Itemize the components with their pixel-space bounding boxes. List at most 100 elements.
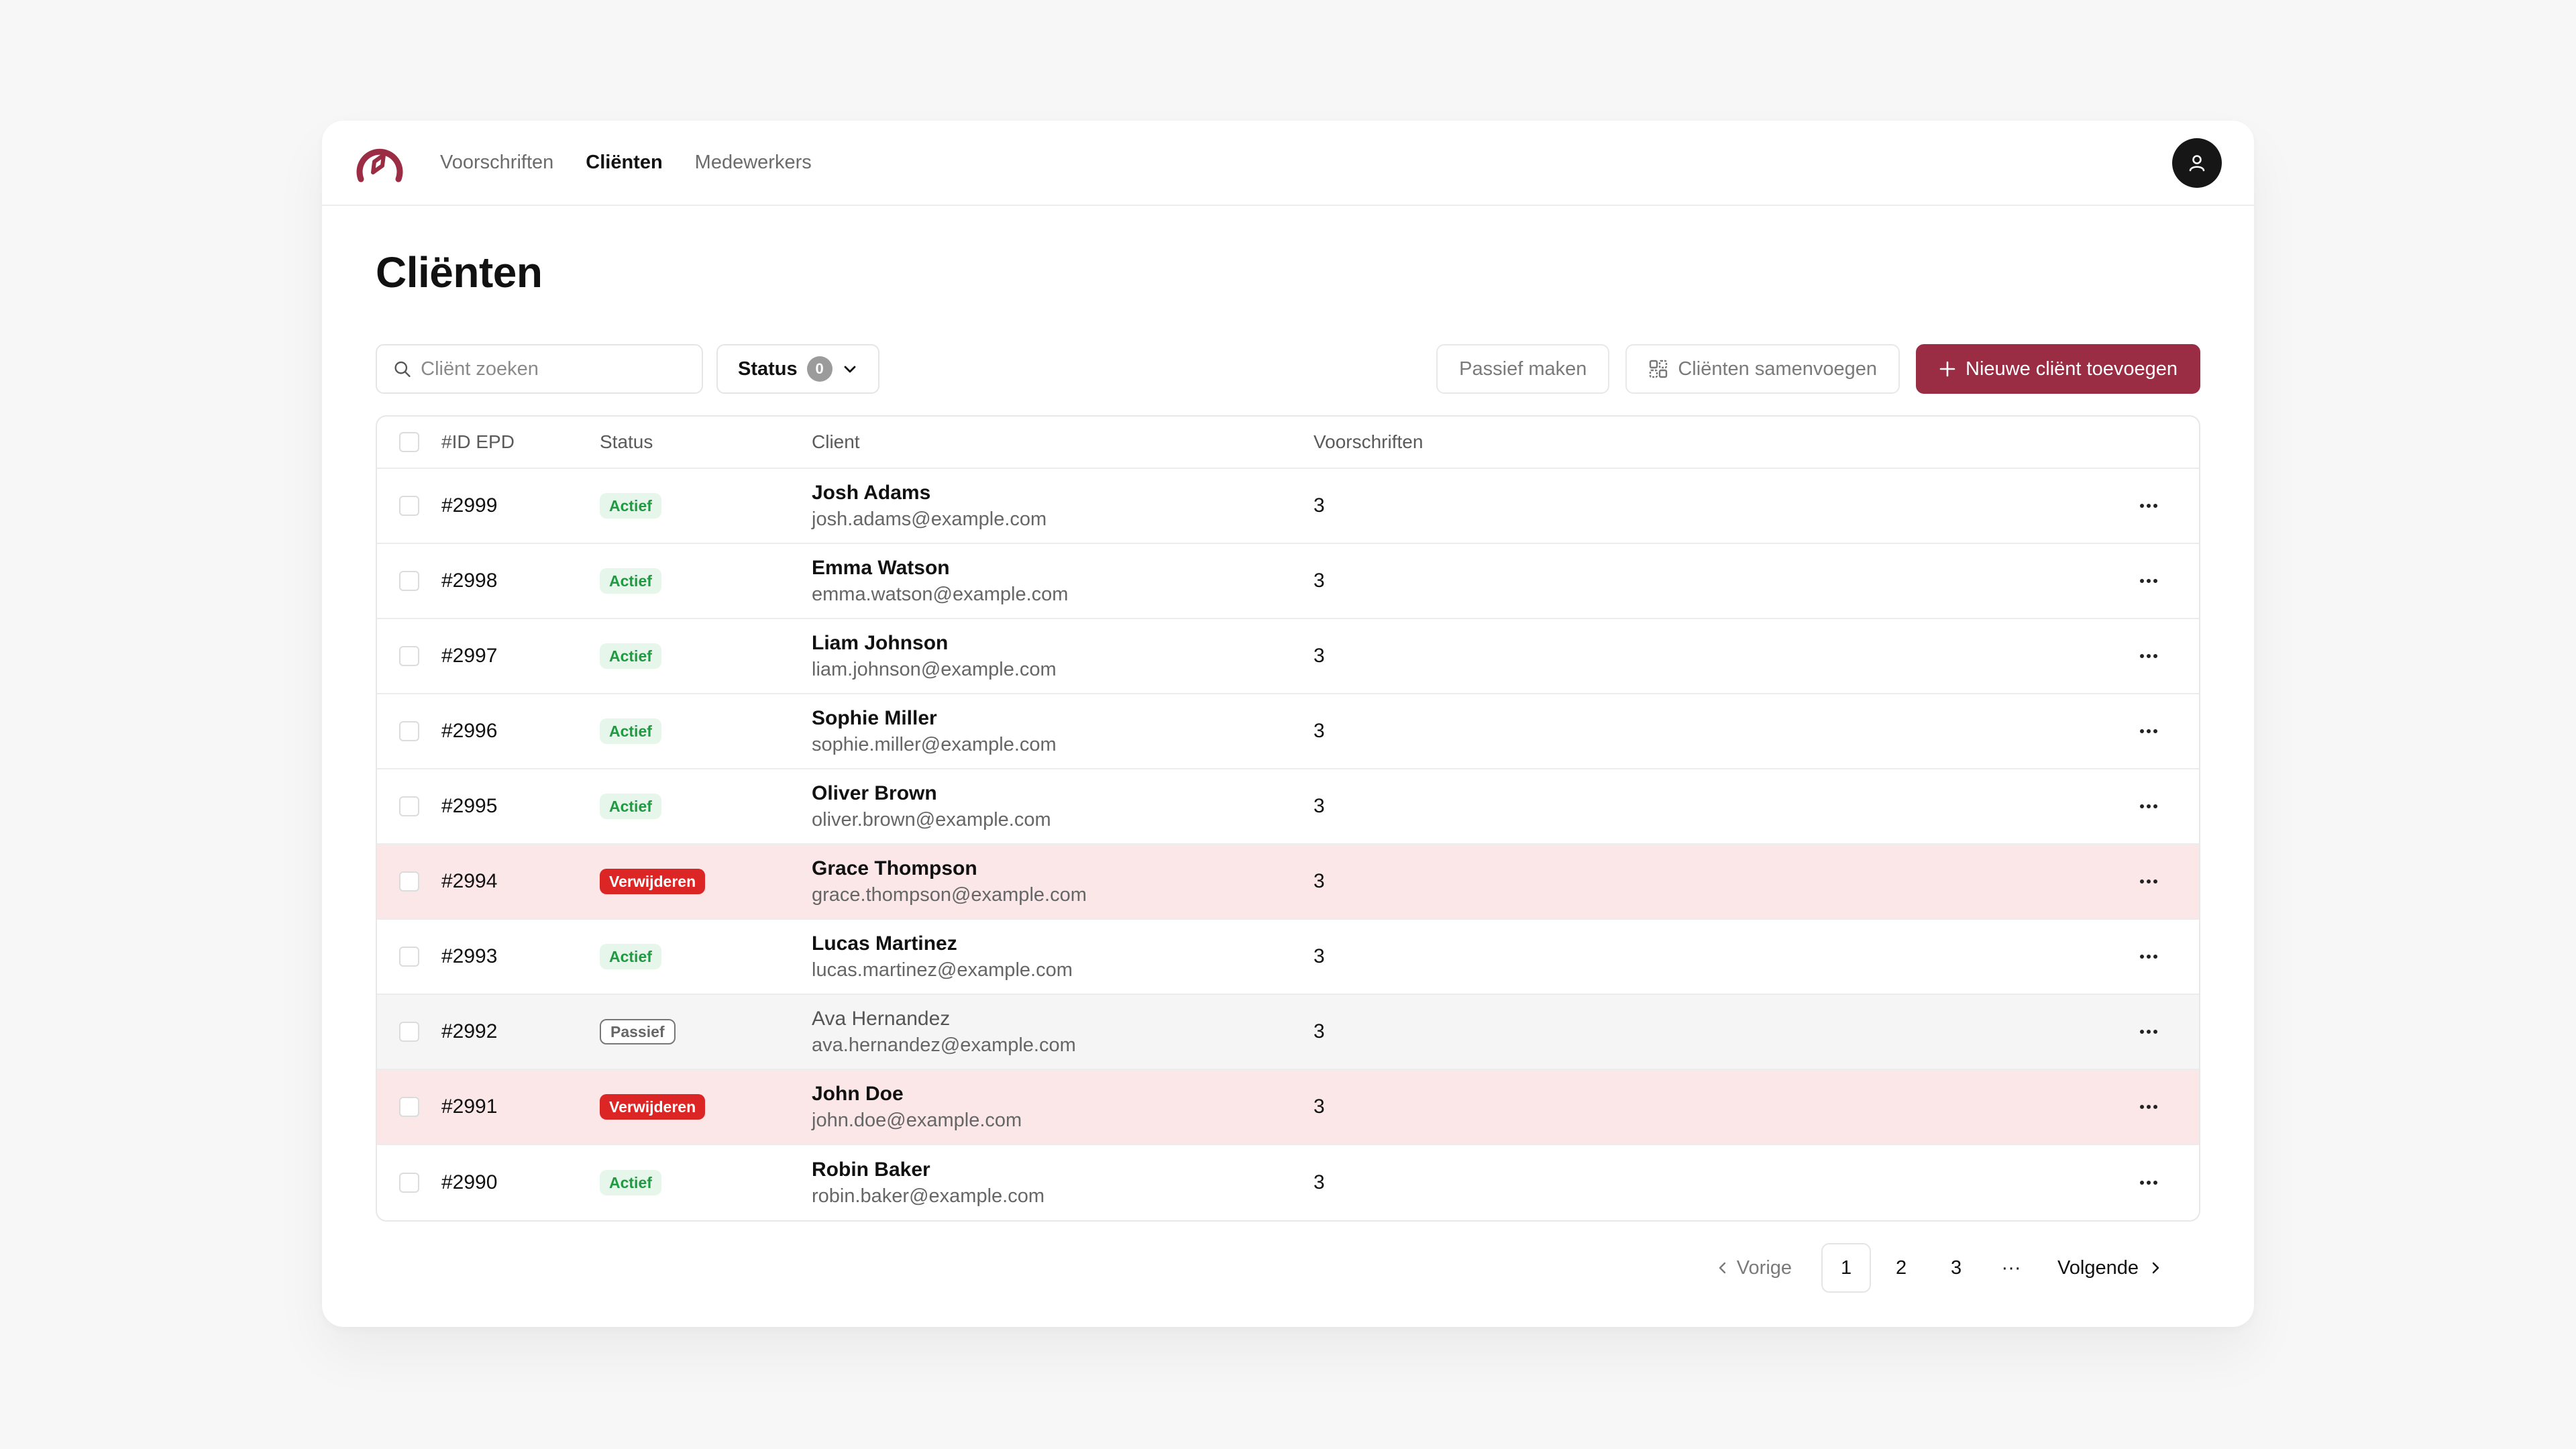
merge-clients-label: Cliënten samenvoegen <box>1678 358 1878 380</box>
client-name: Robin Baker <box>812 1158 930 1181</box>
row-actions-button[interactable] <box>2098 954 2199 959</box>
client-name: Liam Johnson <box>812 631 949 654</box>
row-checkbox[interactable] <box>399 871 419 892</box>
client-id: #2998 <box>441 570 498 592</box>
client-email: robin.baker@example.com <box>812 1185 1044 1207</box>
status-badge: Actief <box>600 643 661 669</box>
page-3-button[interactable]: 3 <box>1950 1256 1962 1279</box>
status-filter-button[interactable]: Status 0 <box>716 344 879 394</box>
row-checkbox[interactable] <box>399 796 419 816</box>
row-checkbox[interactable] <box>399 947 419 967</box>
table-row[interactable]: #2990 Actief Robin Baker robin.baker@exampl… <box>377 1145 2199 1220</box>
row-actions-button[interactable] <box>2098 1029 2199 1034</box>
row-actions-button[interactable] <box>2098 503 2199 508</box>
row-actions-button[interactable] <box>2098 1180 2199 1185</box>
table-row[interactable]: #2992 Passief Ava Hernandez ava.hernandez@e… <box>377 995 2199 1070</box>
plus-icon <box>1939 361 1955 377</box>
previous-page-label: Vorige <box>1736 1256 1792 1279</box>
more-pages-button[interactable]: ··· <box>2001 1256 2021 1279</box>
row-actions-button[interactable] <box>2098 879 2199 884</box>
merge-clients-button[interactable]: Cliënten samenvoegen <box>1625 344 1900 394</box>
more-horizontal-icon <box>2140 579 2157 583</box>
row-checkbox[interactable] <box>399 496 419 516</box>
status-badge: Verwijderen <box>600 1094 706 1120</box>
status-badge: Actief <box>600 493 661 519</box>
client-cell: Emma Watson emma.watson@example.com <box>812 557 1313 606</box>
more-horizontal-icon <box>2140 504 2157 508</box>
more-horizontal-icon <box>2140 729 2157 733</box>
client-email: john.doe@example.com <box>812 1109 1022 1131</box>
row-checkbox[interactable] <box>399 1022 419 1042</box>
make-passive-button[interactable]: Passief maken <box>1436 344 1610 394</box>
table-row[interactable]: #2993 Actief Lucas Martinez lucas.martinez@… <box>377 920 2199 995</box>
table-row[interactable]: #2996 Actief Sophie Miller sophie.miller@ex… <box>377 694 2199 769</box>
header-status[interactable]: Status <box>600 431 653 452</box>
row-actions-button[interactable] <box>2098 1104 2199 1110</box>
voorschriften-count: 3 <box>1313 570 1325 592</box>
next-page-button[interactable]: Volgende <box>2057 1257 2163 1279</box>
row-actions-button[interactable] <box>2098 653 2199 659</box>
page-1-button[interactable]: 1 <box>1821 1243 1872 1293</box>
status-badge: Actief <box>600 718 661 744</box>
add-client-label: Nieuwe cliënt toevoegen <box>1966 358 2178 380</box>
header-client[interactable]: Client <box>812 431 860 452</box>
table-row[interactable]: #2991 Verwijderen John Doe john.doe@example… <box>377 1070 2199 1145</box>
nav-voorschriften[interactable]: Voorschriften <box>440 152 554 173</box>
client-email: josh.adams@example.com <box>812 508 1047 530</box>
previous-page-button[interactable]: Vorige <box>1715 1257 1792 1279</box>
app-card: Voorschriften Cliënten Medewerkers Cliën… <box>322 121 2254 1327</box>
select-all-checkbox[interactable] <box>399 432 419 452</box>
client-id: #2993 <box>441 945 498 967</box>
client-id: #2990 <box>441 1171 498 1193</box>
client-email: lucas.martinez@example.com <box>812 959 1073 981</box>
page-2-button[interactable]: 2 <box>1895 1256 1907 1279</box>
client-name: Sophie Miller <box>812 706 937 729</box>
client-name: Lucas Martinez <box>812 932 957 955</box>
row-actions-button[interactable] <box>2098 804 2199 809</box>
status-badge: Actief <box>600 944 661 969</box>
nav-medewerkers[interactable]: Medewerkers <box>694 152 812 173</box>
row-actions-button[interactable] <box>2098 578 2199 584</box>
table-row[interactable]: #2994 Verwijderen Grace Thompson grace.thom… <box>377 845 2199 920</box>
client-id: #2991 <box>441 1095 498 1118</box>
chevron-right-icon <box>2152 1262 2159 1274</box>
row-actions-button[interactable] <box>2098 729 2199 734</box>
table-row[interactable]: #2999 Actief Josh Adams josh.adams@example.… <box>377 469 2199 544</box>
row-checkbox[interactable] <box>399 721 419 741</box>
table-row[interactable]: #2998 Actief Emma Watson emma.watson@exampl… <box>377 544 2199 619</box>
client-name: Josh Adams <box>812 481 931 504</box>
voorschriften-count: 3 <box>1313 945 1325 967</box>
client-id: #2995 <box>441 795 498 817</box>
search-box[interactable] <box>376 344 703 394</box>
client-cell: Sophie Miller sophie.miller@example.com <box>812 707 1313 756</box>
client-cell: Robin Baker robin.baker@example.com <box>812 1159 1313 1208</box>
voorschriften-count: 3 <box>1313 870 1325 892</box>
row-checkbox[interactable] <box>399 571 419 591</box>
top-navigation: Voorschriften Cliënten Medewerkers <box>322 121 2254 206</box>
client-email: sophie.miller@example.com <box>812 733 1057 755</box>
client-cell: Ava Hernandez ava.hernandez@example.com <box>812 1008 1313 1057</box>
search-input[interactable] <box>421 358 686 380</box>
nav-clienten[interactable]: Cliënten <box>586 152 663 173</box>
header-voorschriften[interactable]: Voorschriften <box>1313 431 1424 452</box>
client-cell: Josh Adams josh.adams@example.com <box>812 482 1313 531</box>
more-horizontal-icon <box>2140 1181 2157 1185</box>
status-filter-label: Status <box>738 358 798 380</box>
voorschriften-count: 3 <box>1313 795 1325 817</box>
row-checkbox[interactable] <box>399 646 419 666</box>
table-row[interactable]: #2997 Actief Liam Johnson liam.johnson@exam… <box>377 619 2199 694</box>
client-email: liam.johnson@example.com <box>812 658 1057 680</box>
page-title: Cliënten <box>376 248 543 297</box>
client-cell: Lucas Martinez lucas.martinez@example.com <box>812 932 1313 981</box>
header-id[interactable]: #ID EPD <box>441 431 515 452</box>
table-row[interactable]: #2995 Actief Oliver Brown oliver.brown@exam… <box>377 769 2199 845</box>
user-avatar[interactable] <box>2172 138 2222 188</box>
table-body: #2999 Actief Josh Adams josh.adams@example.… <box>377 469 2199 1220</box>
status-badge: Verwijderen <box>600 869 706 894</box>
status-badge: Actief <box>600 794 661 819</box>
main-content: Cliënten Status 0 Passief maken <box>322 206 2254 1293</box>
row-checkbox[interactable] <box>399 1173 419 1193</box>
row-checkbox[interactable] <box>399 1097 419 1117</box>
client-cell: Liam Johnson liam.johnson@example.com <box>812 632 1313 681</box>
add-client-button[interactable]: Nieuwe cliënt toevoegen <box>1916 344 2200 394</box>
